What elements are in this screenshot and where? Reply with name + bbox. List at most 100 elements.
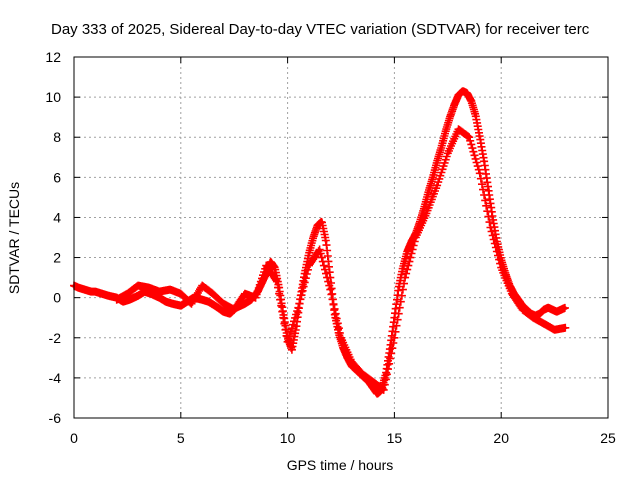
data-point	[478, 135, 482, 139]
data-point	[307, 252, 311, 256]
data-point	[243, 302, 247, 306]
data-point	[375, 392, 379, 396]
data-point	[164, 300, 168, 304]
data-point	[100, 292, 104, 296]
data-point	[189, 302, 193, 306]
x-tick-label: 10	[280, 430, 296, 446]
data-point	[93, 290, 97, 294]
data-point	[478, 171, 482, 175]
data-point	[446, 151, 450, 155]
y-tick-label: 10	[45, 89, 61, 105]
data-point	[414, 236, 418, 239]
data-point	[461, 89, 465, 93]
data-point	[89, 290, 93, 294]
data-point	[542, 308, 546, 312]
data-point	[456, 127, 460, 131]
data-point	[546, 306, 550, 310]
data-point	[403, 276, 407, 280]
data-point	[474, 113, 478, 117]
y-tick-label: 4	[53, 209, 61, 225]
data-point	[179, 304, 183, 308]
data-point	[125, 292, 129, 296]
x-tick-label: 0	[70, 430, 78, 446]
data-point	[542, 322, 546, 326]
series-2	[112, 125, 570, 394]
data-point	[489, 225, 493, 229]
data-point	[207, 300, 211, 304]
data-point	[264, 264, 268, 268]
data-point	[269, 260, 273, 264]
axis-ticks: 0 5 10 15 20 25 -6 -4 -2 0 2 4 6 8 10 12	[45, 49, 616, 446]
data-point	[448, 115, 452, 119]
data-point	[275, 280, 279, 284]
data-point	[106, 294, 110, 298]
data-point	[465, 91, 469, 95]
data-point	[371, 380, 375, 384]
y-tick-label: -4	[49, 370, 62, 386]
data-point	[521, 308, 525, 312]
data-point	[264, 272, 268, 276]
data-point	[563, 306, 567, 310]
data-point	[232, 308, 236, 312]
x-axis-label: GPS time / hours	[287, 457, 394, 473]
data-point	[427, 189, 431, 193]
data-point	[563, 326, 567, 330]
data-point	[553, 328, 557, 332]
data-point	[482, 159, 486, 163]
data-point	[147, 286, 151, 290]
data-point	[128, 298, 132, 302]
data-point	[328, 288, 332, 292]
data-point	[168, 288, 172, 292]
data-point	[296, 306, 300, 310]
data-point	[157, 290, 161, 294]
data-point	[149, 292, 153, 296]
data-point	[550, 308, 554, 312]
data-point	[435, 159, 439, 163]
data-point	[469, 99, 473, 103]
x-tick-label: 20	[493, 430, 509, 446]
data-point	[339, 336, 343, 340]
data-point	[320, 219, 324, 223]
data-point	[452, 103, 456, 107]
data-point	[273, 266, 277, 270]
data-point	[136, 284, 140, 288]
data-point	[200, 284, 204, 288]
y-tick-label: 12	[45, 49, 61, 65]
data-point	[467, 135, 471, 139]
data-point	[222, 302, 226, 306]
data-point	[555, 310, 559, 314]
x-tick-label: 25	[600, 430, 616, 446]
data-point	[444, 129, 448, 133]
data-point	[157, 296, 161, 300]
data-point	[424, 211, 428, 215]
data-series	[70, 87, 570, 398]
y-tick-label: 6	[53, 169, 61, 185]
plot-frame	[73, 56, 609, 419]
data-point	[290, 348, 294, 352]
data-point	[121, 300, 125, 304]
data-point	[200, 298, 204, 302]
data-point	[405, 250, 409, 254]
data-point	[559, 308, 563, 312]
data-point	[316, 223, 320, 227]
data-point	[360, 372, 364, 376]
data-point	[228, 312, 232, 316]
data-point	[397, 286, 401, 290]
data-point	[431, 175, 435, 179]
data-point	[170, 302, 174, 306]
data-point	[392, 336, 396, 340]
data-point	[76, 286, 80, 290]
y-tick-label: -2	[49, 330, 62, 346]
data-point	[213, 304, 217, 308]
data-point	[83, 288, 87, 292]
data-point	[456, 93, 460, 97]
data-point	[222, 310, 226, 314]
x-tick-label: 15	[387, 430, 403, 446]
data-point	[392, 316, 396, 320]
data-point	[286, 340, 290, 344]
y-tick-label: 0	[53, 290, 61, 306]
data-point	[499, 266, 503, 270]
x-tick-label: 5	[177, 430, 185, 446]
data-point	[538, 312, 542, 316]
